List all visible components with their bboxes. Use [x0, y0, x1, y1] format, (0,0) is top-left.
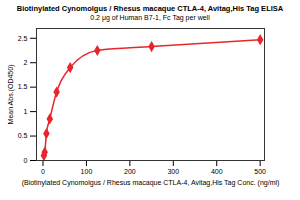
svg-text:Mean Abs.(OD450): Mean Abs.(OD450)	[7, 65, 15, 125]
svg-text:500: 500	[254, 168, 266, 175]
svg-text:0: 0	[24, 157, 28, 164]
svg-text:0: 0	[41, 168, 45, 175]
svg-text:300: 300	[167, 168, 179, 175]
svg-text:(Biotinylated Cynomolgus / Rhe: (Biotinylated Cynomolgus / Rhesus macaqu…	[22, 179, 280, 187]
html-text:Biotinylated Cynomolgus / Rhes: Biotinylated Cynomolgus / Rhesus macaque…	[16, 4, 284, 13]
svg-text:2.5: 2.5	[18, 35, 28, 42]
svg-text:200: 200	[124, 168, 136, 175]
svg-text:1: 1	[24, 108, 28, 115]
html-text:0.2 μg of Human B7-1, Fc Tag p: 0.2 μg of Human B7-1, Fc Tag per well	[90, 14, 210, 21]
svg-text:100: 100	[81, 168, 93, 175]
svg-text:400: 400	[211, 168, 223, 175]
svg-text:1.5: 1.5	[18, 83, 28, 90]
svg-text:2: 2	[24, 59, 28, 66]
svg-text:0.5: 0.5	[18, 132, 28, 139]
